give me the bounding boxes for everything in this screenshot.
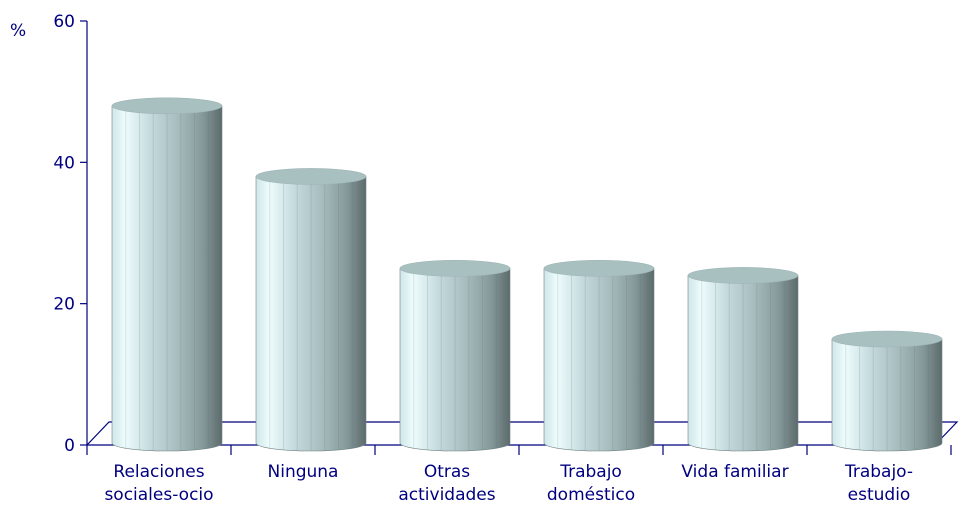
bar-top (399, 260, 511, 277)
x-tick-label: Otras actividades (398, 462, 495, 505)
x-tick-label: Trabajo doméstico (547, 462, 635, 505)
bar (111, 97, 223, 452)
bar-top (831, 330, 943, 348)
y-tick-label: 40 (53, 153, 75, 173)
y-tick-label: 20 (53, 295, 75, 315)
y-axis-label: % (10, 21, 26, 41)
bar (687, 267, 799, 452)
bar-body (399, 268, 511, 452)
chart-labels: 0 20 40 60% Relaciones sociales-ocio Ninguna Ot… (10, 12, 913, 505)
floor-back-edge (86, 421, 959, 446)
bar-top (255, 168, 367, 185)
chart-bars (111, 97, 943, 452)
bar-body (687, 275, 799, 452)
bar-top (543, 260, 655, 277)
bar (399, 260, 511, 452)
y-tick-label: 0 (64, 436, 75, 456)
x-tick-label: Vida familiar (681, 462, 788, 482)
x-tick-label: Trabajo-estudio (844, 462, 913, 505)
x-tick-label: Relaciones sociales-ocio (104, 462, 213, 505)
bar-body (255, 176, 367, 452)
bar-body (111, 105, 223, 452)
bar-body (831, 338, 943, 452)
bar (831, 330, 943, 452)
bar-top (687, 267, 799, 284)
bar (543, 260, 655, 452)
x-tick-label: Ninguna (268, 462, 339, 482)
bar-top (111, 97, 223, 115)
chart-axes (80, 20, 952, 455)
chart-floor (86, 421, 959, 446)
bar (255, 168, 367, 452)
bar-body (543, 268, 655, 452)
y-tick-label: 60 (53, 12, 75, 32)
